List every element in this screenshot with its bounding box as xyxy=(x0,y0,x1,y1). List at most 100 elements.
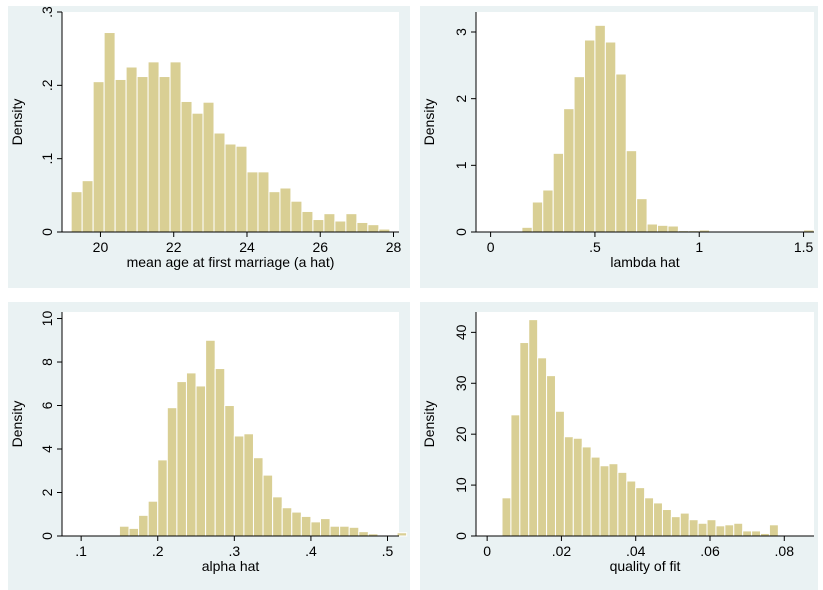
bars xyxy=(118,339,408,537)
y-tick-label: 40 xyxy=(453,324,469,340)
histogram-bar xyxy=(358,531,369,537)
histogram-bar xyxy=(396,532,408,537)
histogram-bar xyxy=(103,32,116,233)
y-tick-label: 8 xyxy=(39,358,55,366)
x-tick-label: 20 xyxy=(93,239,109,255)
histogram-bar xyxy=(147,500,159,537)
histogram-bar xyxy=(272,496,283,537)
chart-panel-3: 0 2 4 6 8 10 .1 .2 .3 .4 .5 alpha hat Density xyxy=(8,302,410,590)
x-tick-label: 1 xyxy=(695,239,703,255)
histogram-bar xyxy=(635,487,646,537)
x-tick-label: .1 xyxy=(75,543,87,559)
histogram-bar xyxy=(70,191,83,233)
histogram-bar xyxy=(670,516,681,537)
chart-panel-2: 0 1 2 3 0 .5 1 1.5 lambda hat Density xyxy=(420,6,818,288)
histogram-bar xyxy=(92,81,105,233)
histogram-bar xyxy=(608,463,619,537)
histogram-bar xyxy=(688,519,699,537)
histogram-bar xyxy=(356,221,369,233)
y-tick-label: 10 xyxy=(453,477,469,493)
x-axis-label: quality of fit xyxy=(610,558,681,574)
y-tick-label: 0 xyxy=(39,228,55,236)
histogram-bar xyxy=(138,514,149,537)
y-tick-label: 0 xyxy=(39,532,55,540)
histogram-bar xyxy=(281,507,293,537)
histogram-bar xyxy=(563,436,574,537)
histogram-bar xyxy=(128,527,140,537)
histogram-bar xyxy=(180,100,193,233)
y-tick-label: 0 xyxy=(453,228,469,236)
y-axis-label: Density xyxy=(9,99,25,146)
histogram-bar xyxy=(625,150,638,233)
histogram-bar xyxy=(125,66,138,233)
histogram-bar xyxy=(531,201,544,233)
bars xyxy=(521,24,815,233)
y-tick-label: 4 xyxy=(39,445,55,453)
histogram-bar xyxy=(594,24,606,233)
histogram-bar xyxy=(546,375,556,537)
histogram-bar xyxy=(301,210,314,233)
histogram-bar xyxy=(114,78,127,233)
histogram-bar xyxy=(345,213,358,233)
histogram-bar xyxy=(166,407,178,537)
x-tick-label: .3 xyxy=(228,543,240,559)
histogram-bar xyxy=(176,381,187,537)
histogram-bar xyxy=(205,339,216,537)
x-tick-label: .2 xyxy=(152,543,164,559)
histogram-bar xyxy=(510,414,521,537)
x-tick-label: 0 xyxy=(483,543,491,559)
histogram-bar xyxy=(768,524,779,537)
histogram-bar xyxy=(233,435,245,537)
histogram-bar xyxy=(329,525,341,537)
y-tick-label: 1 xyxy=(453,161,469,169)
histogram-bar xyxy=(626,480,637,537)
y-tick-label: 0 xyxy=(453,532,469,540)
histogram-bar xyxy=(661,509,672,537)
histogram-bar xyxy=(246,171,259,233)
histogram-bar xyxy=(81,180,94,233)
y-tick-label: .2 xyxy=(39,79,55,91)
histogram-bar xyxy=(537,357,548,537)
histogram-bar xyxy=(195,385,207,537)
histogram-bar xyxy=(519,342,530,537)
chart-panel-4: 0 10 20 30 40 0 .02 .04 .06 .08 quality of fit Dens… xyxy=(420,302,818,590)
histogram-bar xyxy=(667,225,679,233)
y-tick-label: 2 xyxy=(39,488,55,496)
x-tick-label: .04 xyxy=(626,543,646,559)
histogram-bar xyxy=(334,220,347,233)
histogram-bar xyxy=(169,61,182,233)
histogram-bar xyxy=(268,191,281,233)
x-tick-label: .5 xyxy=(382,543,394,559)
histogram-bar xyxy=(300,515,312,537)
histogram-bar xyxy=(521,226,533,233)
histogram-bar xyxy=(617,471,628,537)
histogram-bar xyxy=(657,224,669,233)
chart-panel-1: 0 .1 .2 .3 20 22 24 26 28 mean age at first marri… xyxy=(8,6,410,288)
histogram-bar xyxy=(501,497,512,537)
histogram-bar xyxy=(279,187,292,233)
histogram-bar xyxy=(724,524,735,537)
histogram-bar xyxy=(646,223,659,233)
histogram-bar xyxy=(590,456,601,537)
x-tick-label: .5 xyxy=(589,239,601,255)
histogram-bar xyxy=(252,457,264,537)
histogram-bar xyxy=(644,497,655,537)
histogram-bar xyxy=(653,502,663,537)
histogram-bar xyxy=(573,76,585,233)
histogram-bar xyxy=(319,518,331,537)
histogram-bar xyxy=(185,372,197,537)
histogram-bar xyxy=(636,198,648,233)
x-tick-label: .08 xyxy=(775,543,795,559)
histogram-bar xyxy=(323,213,336,233)
histogram-bar xyxy=(528,319,539,537)
x-tick-label: .4 xyxy=(305,543,317,559)
histogram-bar xyxy=(262,474,274,537)
histogram-bar xyxy=(235,145,248,233)
y-axis-label: Density xyxy=(421,401,437,448)
x-tick-label: 22 xyxy=(166,239,182,255)
histogram-bar xyxy=(348,526,360,537)
histogram-bar xyxy=(742,530,753,537)
histogram-bar xyxy=(224,405,235,537)
y-tick-label: .1 xyxy=(39,153,55,165)
histogram-bar xyxy=(257,171,270,233)
